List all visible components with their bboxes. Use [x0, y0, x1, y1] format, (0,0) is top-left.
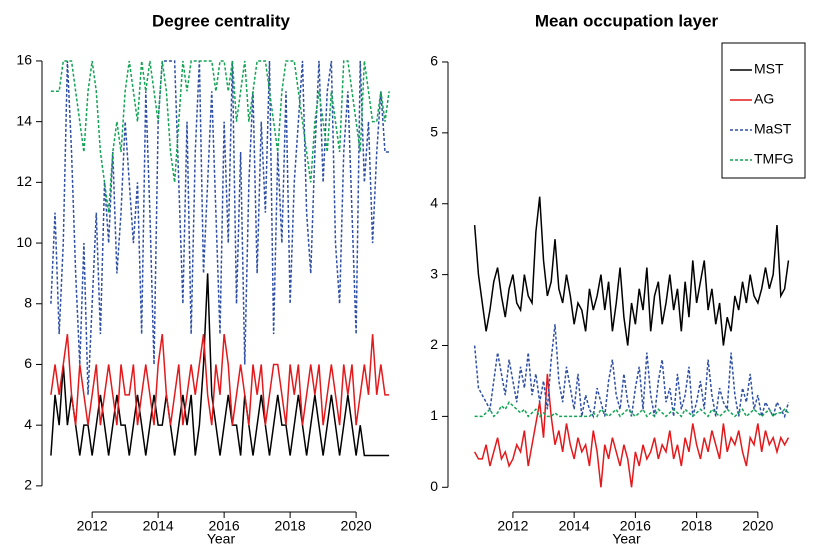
x-tick-label: 2012 [77, 518, 108, 534]
legend-box [721, 42, 806, 179]
x-tick-label: 2018 [275, 518, 306, 534]
y-tick-label: 4 [24, 416, 32, 432]
series-line [473, 373, 790, 488]
y-tick-label: 6 [24, 355, 32, 371]
legend-label: MST [754, 61, 784, 77]
legend-label: TMFG [754, 151, 794, 167]
series-line [474, 401, 789, 418]
y-tick-label: 1 [430, 407, 438, 423]
y-tick-label: 2 [430, 336, 438, 352]
y-tick-label: 12 [16, 173, 32, 189]
x-tick-label: 2016 [209, 518, 240, 534]
series-line [50, 334, 390, 426]
y-tick-label: 0 [430, 478, 438, 494]
series-line [50, 60, 390, 395]
y-tick-label: 6 [430, 53, 438, 69]
y-tick-label: 8 [24, 294, 32, 310]
x-tick-label: 2018 [681, 518, 712, 534]
x-tick-label: 2014 [559, 518, 590, 534]
y-tick-label: 14 [16, 112, 32, 128]
series-line [50, 273, 390, 457]
legend-label: AG [754, 91, 774, 107]
x-tick-label: 2016 [620, 518, 651, 534]
y-tick-label: 10 [16, 234, 32, 250]
x-axis-label: Year [612, 531, 641, 547]
y-tick-label: 16 [16, 52, 32, 68]
chart-title: Mean occupation layer [535, 11, 719, 30]
chart-title: Degree centrality [152, 11, 290, 30]
legend-label: MaST [754, 121, 792, 137]
x-tick-label: 2012 [497, 518, 528, 534]
x-tick-label: 2020 [341, 518, 372, 534]
y-tick-label: 3 [430, 265, 438, 281]
y-tick-label: 5 [430, 124, 438, 140]
series-line [473, 196, 790, 346]
x-axis-label: Year [207, 531, 236, 547]
series-line [50, 60, 390, 213]
y-tick-label: 4 [430, 194, 438, 210]
y-tick-label: 2 [24, 477, 32, 493]
x-tick-label: 2014 [143, 518, 174, 534]
series-line [473, 324, 790, 419]
x-tick-label: 2020 [742, 518, 773, 534]
